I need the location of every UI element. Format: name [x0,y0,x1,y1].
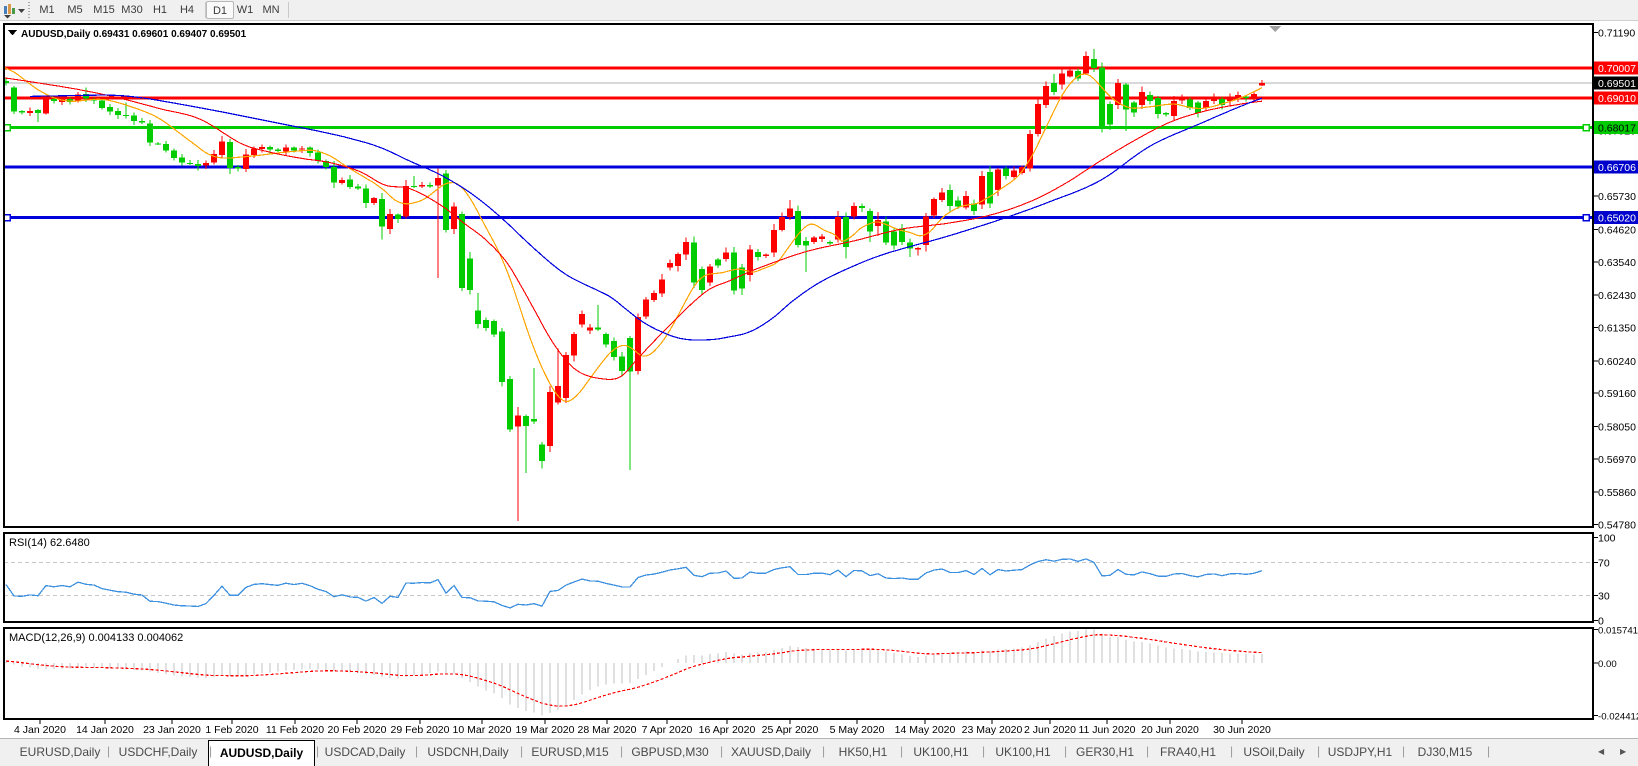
svg-text:0.66706: 0.66706 [1598,162,1636,174]
svg-text:70: 70 [1598,557,1610,569]
svg-text:4 Jan 2020: 4 Jan 2020 [14,724,66,736]
svg-text:AUDUSD,Daily 0.69431 0.69601: AUDUSD,Daily 0.69431 0.69601 0.69407 0.6… [21,29,247,40]
svg-text:1 Feb 2020: 1 Feb 2020 [205,724,258,736]
svg-text:11 Feb 2020: 11 Feb 2020 [266,724,324,736]
svg-text:0.59160: 0.59160 [1598,388,1636,400]
svg-text:10 Mar 2020: 10 Mar 2020 [453,724,512,736]
svg-text:0.71190: 0.71190 [1598,28,1635,40]
svg-text:11 Jun 2020: 11 Jun 2020 [1078,724,1135,736]
svg-text:29 Feb 2020: 29 Feb 2020 [391,724,450,736]
svg-text:0.015741: 0.015741 [1598,626,1638,637]
svg-text:0.69501: 0.69501 [1598,78,1636,90]
svg-text:14 May 2020: 14 May 2020 [895,724,956,736]
svg-text:16 Apr 2020: 16 Apr 2020 [699,724,756,736]
svg-text:30 Jun 2020: 30 Jun 2020 [1213,724,1271,736]
svg-text:0.68017: 0.68017 [1598,123,1636,135]
svg-text:0.65730: 0.65730 [1598,191,1636,203]
svg-text:0.63540: 0.63540 [1598,257,1636,269]
svg-text:7 Apr 2020: 7 Apr 2020 [642,724,693,736]
svg-text:30: 30 [1598,591,1610,603]
svg-text:14 Jan 2020: 14 Jan 2020 [76,724,134,736]
svg-text:20 Feb 2020: 20 Feb 2020 [328,724,387,736]
svg-text:25 Apr 2020: 25 Apr 2020 [762,724,819,736]
svg-text:0.60240: 0.60240 [1598,356,1636,368]
svg-text:5 May 2020: 5 May 2020 [830,724,885,736]
svg-text:0.65020: 0.65020 [1598,213,1636,225]
svg-text:100: 100 [1598,533,1616,545]
svg-text:23 May 2020: 23 May 2020 [962,724,1023,736]
svg-text:0: 0 [1598,616,1604,628]
svg-text:23 Jan 2020: 23 Jan 2020 [143,724,201,736]
svg-text:0.00: 0.00 [1598,659,1617,670]
svg-text:0.64620: 0.64620 [1598,225,1636,237]
svg-text:MACD(12,26,9) 0.004133 0.00406: MACD(12,26,9) 0.004133 0.004062 [9,632,183,644]
svg-text:0.56970: 0.56970 [1598,454,1636,466]
svg-text:0.55860: 0.55860 [1598,487,1636,499]
svg-text:-0.024412: -0.024412 [1598,712,1638,723]
svg-text:19 Mar 2020: 19 Mar 2020 [516,724,575,736]
svg-text:2 Jun 2020: 2 Jun 2020 [1024,724,1076,736]
svg-text:RSI(14) 62.6480: RSI(14) 62.6480 [9,537,90,549]
svg-text:28 Mar 2020: 28 Mar 2020 [578,724,637,736]
svg-text:0.70007: 0.70007 [1598,63,1636,75]
svg-text:0.62430: 0.62430 [1598,290,1636,302]
svg-text:0.58050: 0.58050 [1598,422,1636,434]
svg-text:20 Jun 2020: 20 Jun 2020 [1141,724,1199,736]
svg-text:0.54780: 0.54780 [1598,520,1636,532]
svg-text:0.61350: 0.61350 [1598,323,1636,335]
svg-text:0.69010: 0.69010 [1598,93,1636,105]
